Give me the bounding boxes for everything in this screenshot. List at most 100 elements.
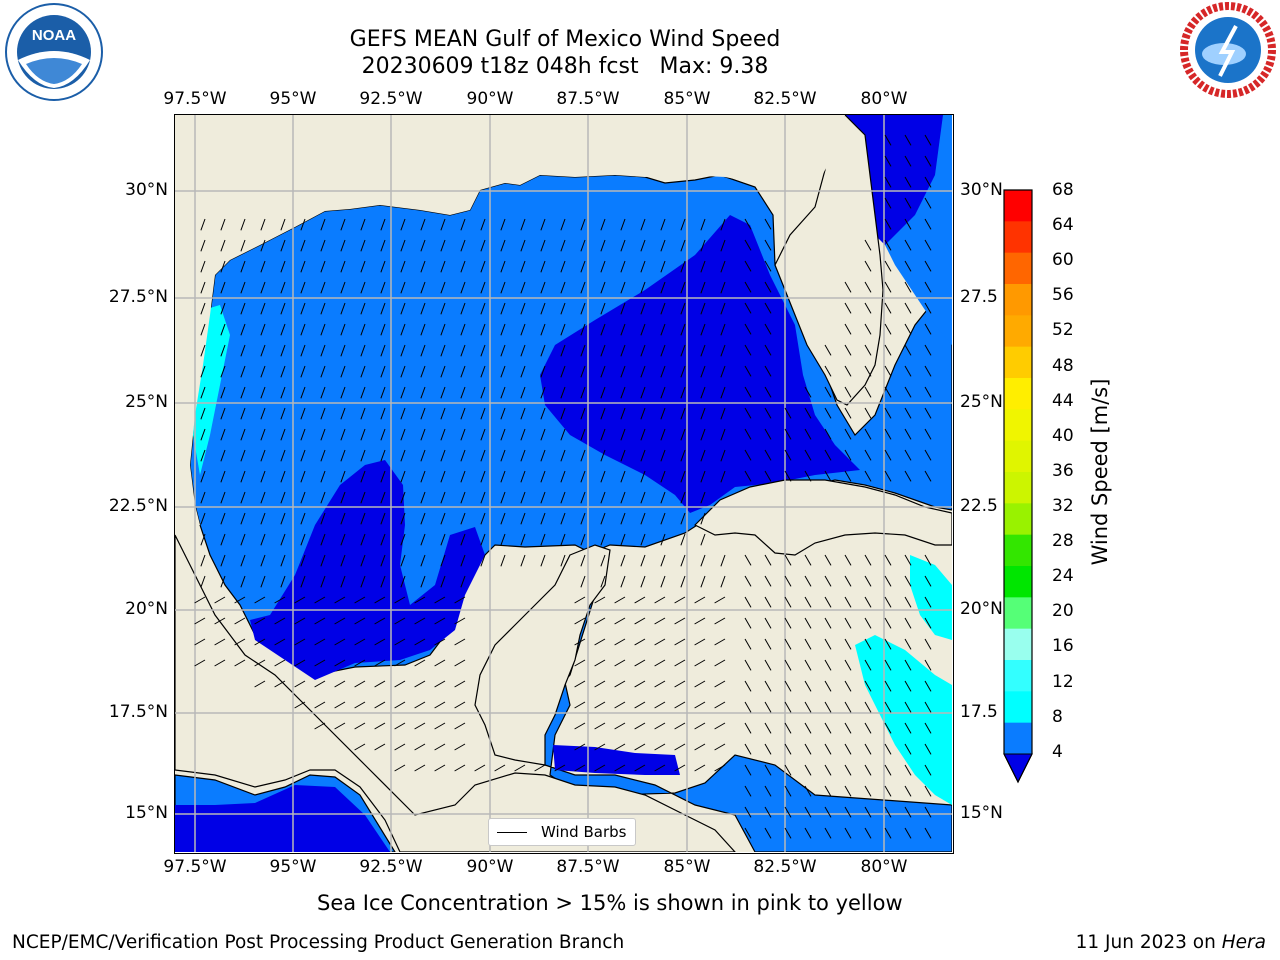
- wind-barb: [620, 470, 626, 483]
- wind-barb: [824, 449, 832, 461]
- wind-barb: [520, 407, 526, 420]
- wind-barb: [764, 386, 772, 398]
- wind-barb: [680, 323, 686, 336]
- wind-barb: [340, 512, 346, 525]
- lat-tick-left: 17.5°N: [108, 702, 168, 722]
- wind-barb: [440, 470, 446, 483]
- wind-barb: [924, 407, 932, 419]
- wind-barb: [714, 764, 726, 772]
- wind-barb: [580, 554, 586, 567]
- moderate-wind-region-east: [855, 635, 952, 805]
- wind-barb: [804, 596, 812, 608]
- wind-barb: [864, 722, 872, 734]
- wind-barb: [440, 554, 446, 567]
- wind-barb: [200, 386, 206, 399]
- wind-barb: [824, 596, 832, 608]
- wind-barb: [574, 722, 586, 730]
- wind-barb: [864, 470, 872, 482]
- wind-barb: [904, 281, 912, 293]
- wind-barb: [660, 449, 666, 462]
- wind-barb: [744, 449, 752, 461]
- wind-barb: [194, 617, 206, 625]
- wind-barb: [434, 722, 446, 730]
- wind-barb: [654, 722, 666, 730]
- wind-barb: [334, 680, 346, 688]
- wind-barb: [904, 680, 912, 692]
- wind-barb: [394, 596, 406, 604]
- wind-barb: [620, 386, 626, 399]
- noaa-logo: NOAA: [4, 2, 104, 102]
- wind-barb: [500, 407, 506, 420]
- lat-tick-right: 20°N: [960, 599, 1003, 619]
- wind-barb: [460, 491, 466, 504]
- wind-barb: [420, 407, 426, 420]
- wind-barb: [320, 323, 326, 336]
- wind-barb: [520, 239, 526, 252]
- wind-barb: [744, 386, 752, 398]
- wind-barb: [640, 323, 646, 336]
- wind-barb: [904, 344, 912, 356]
- wind-barb: [824, 344, 832, 356]
- wind-barb: [884, 155, 892, 167]
- wind-barb: [414, 680, 426, 688]
- colorbar-label: 32: [1052, 496, 1074, 516]
- colorbar-swatch: [1004, 315, 1032, 348]
- wind-barb: [260, 281, 266, 294]
- wind-barb: [640, 344, 646, 357]
- wind-barb: [640, 260, 646, 273]
- wind-barb: [440, 533, 446, 546]
- wind-barb: [904, 428, 912, 440]
- calm-region-honduras: [553, 745, 680, 775]
- wind-barb: [784, 470, 792, 482]
- wind-barb: [400, 239, 406, 252]
- calm-region-bay-campeche: [250, 460, 485, 680]
- colorbar-swatch: [1004, 378, 1032, 410]
- lat-tick-right: 30°N: [960, 180, 1003, 200]
- wind-barb: [744, 743, 752, 755]
- map-panel: [174, 114, 954, 854]
- wind-barb: [200, 449, 206, 462]
- wind-barb: [454, 722, 466, 730]
- wind-barb: [340, 344, 346, 357]
- wind-barb: [260, 323, 266, 336]
- wind-barb: [300, 407, 306, 420]
- wind-barb: [320, 575, 326, 588]
- wind-barb: [614, 680, 626, 688]
- wind-barb: [884, 554, 892, 566]
- wind-barb: [864, 680, 872, 692]
- wind-barb: [320, 260, 326, 273]
- wind-barb: [420, 281, 426, 294]
- wind-barb: [720, 239, 726, 252]
- wind-barb: [380, 512, 386, 525]
- wind-barb: [340, 533, 346, 546]
- wind-barb: [394, 680, 406, 688]
- wind-barb: [700, 386, 706, 399]
- colorbar-swatch: [1004, 660, 1032, 692]
- wind-barb: [884, 260, 892, 272]
- wind-barb: [764, 365, 772, 377]
- wind-barb: [260, 302, 266, 315]
- wind-barb: [414, 659, 426, 667]
- wind-barb: [744, 785, 752, 797]
- wind-barb: [720, 449, 726, 462]
- wind-barb: [804, 386, 812, 398]
- wind-barb: [400, 344, 406, 357]
- wind-barb: [254, 680, 266, 688]
- wind-barb: [640, 470, 646, 483]
- wind-barb: [720, 554, 726, 567]
- lat-tick-left: 27.5°N: [108, 287, 168, 307]
- colorbar-label: 64: [1052, 215, 1074, 235]
- wind-barb: [340, 281, 346, 294]
- wind-barb: [574, 638, 586, 646]
- wind-barb: [260, 386, 266, 399]
- wind-barb: [824, 554, 832, 566]
- wind-barb: [320, 386, 326, 399]
- wind-barb: [674, 680, 686, 688]
- wind-barb: [620, 491, 626, 504]
- wind-barb: [620, 428, 626, 441]
- wind-barb: [500, 428, 506, 441]
- colorbar-label: 52: [1052, 320, 1074, 340]
- wind-barb: [360, 386, 366, 399]
- wind-barb: [744, 722, 752, 734]
- wind-barb: [374, 617, 386, 625]
